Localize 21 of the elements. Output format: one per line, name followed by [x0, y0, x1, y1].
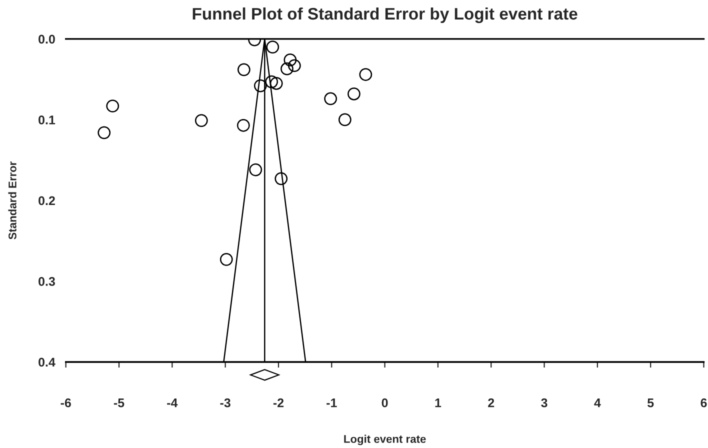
x-tick-label: 5 — [648, 398, 654, 408]
x-tick-label: -2 — [273, 398, 284, 408]
x-tick-label: 3 — [541, 398, 548, 408]
x-tick-label: 6 — [700, 398, 707, 408]
y-tick-label: 0.3 — [38, 277, 55, 286]
y-tick-label: 0.2 — [38, 196, 55, 206]
x-tick-label: -5 — [114, 398, 124, 408]
chart-title: Funnel Plot of Standard Error by Logit event rate — [192, 7, 578, 24]
x-tick-label: -6 — [60, 398, 71, 408]
y-tick-label: 0.1 — [38, 116, 56, 124]
x-tick-label: 4 — [594, 398, 601, 408]
x-tick-label: 2 — [488, 398, 494, 408]
x-axis-title: Logit event rate — [344, 434, 426, 446]
y-axis-title: Standard Error — [8, 161, 16, 240]
x-tick-label: -4 — [167, 398, 178, 408]
x-tick-label: 0 — [382, 398, 388, 408]
x-tick-label: -3 — [220, 398, 230, 408]
x-tick-label: 1 — [435, 398, 442, 408]
y-tick-label: 0.4 — [38, 358, 56, 367]
x-tick-label: -1 — [326, 398, 337, 408]
y-tick-label: 0.0 — [38, 34, 55, 44]
